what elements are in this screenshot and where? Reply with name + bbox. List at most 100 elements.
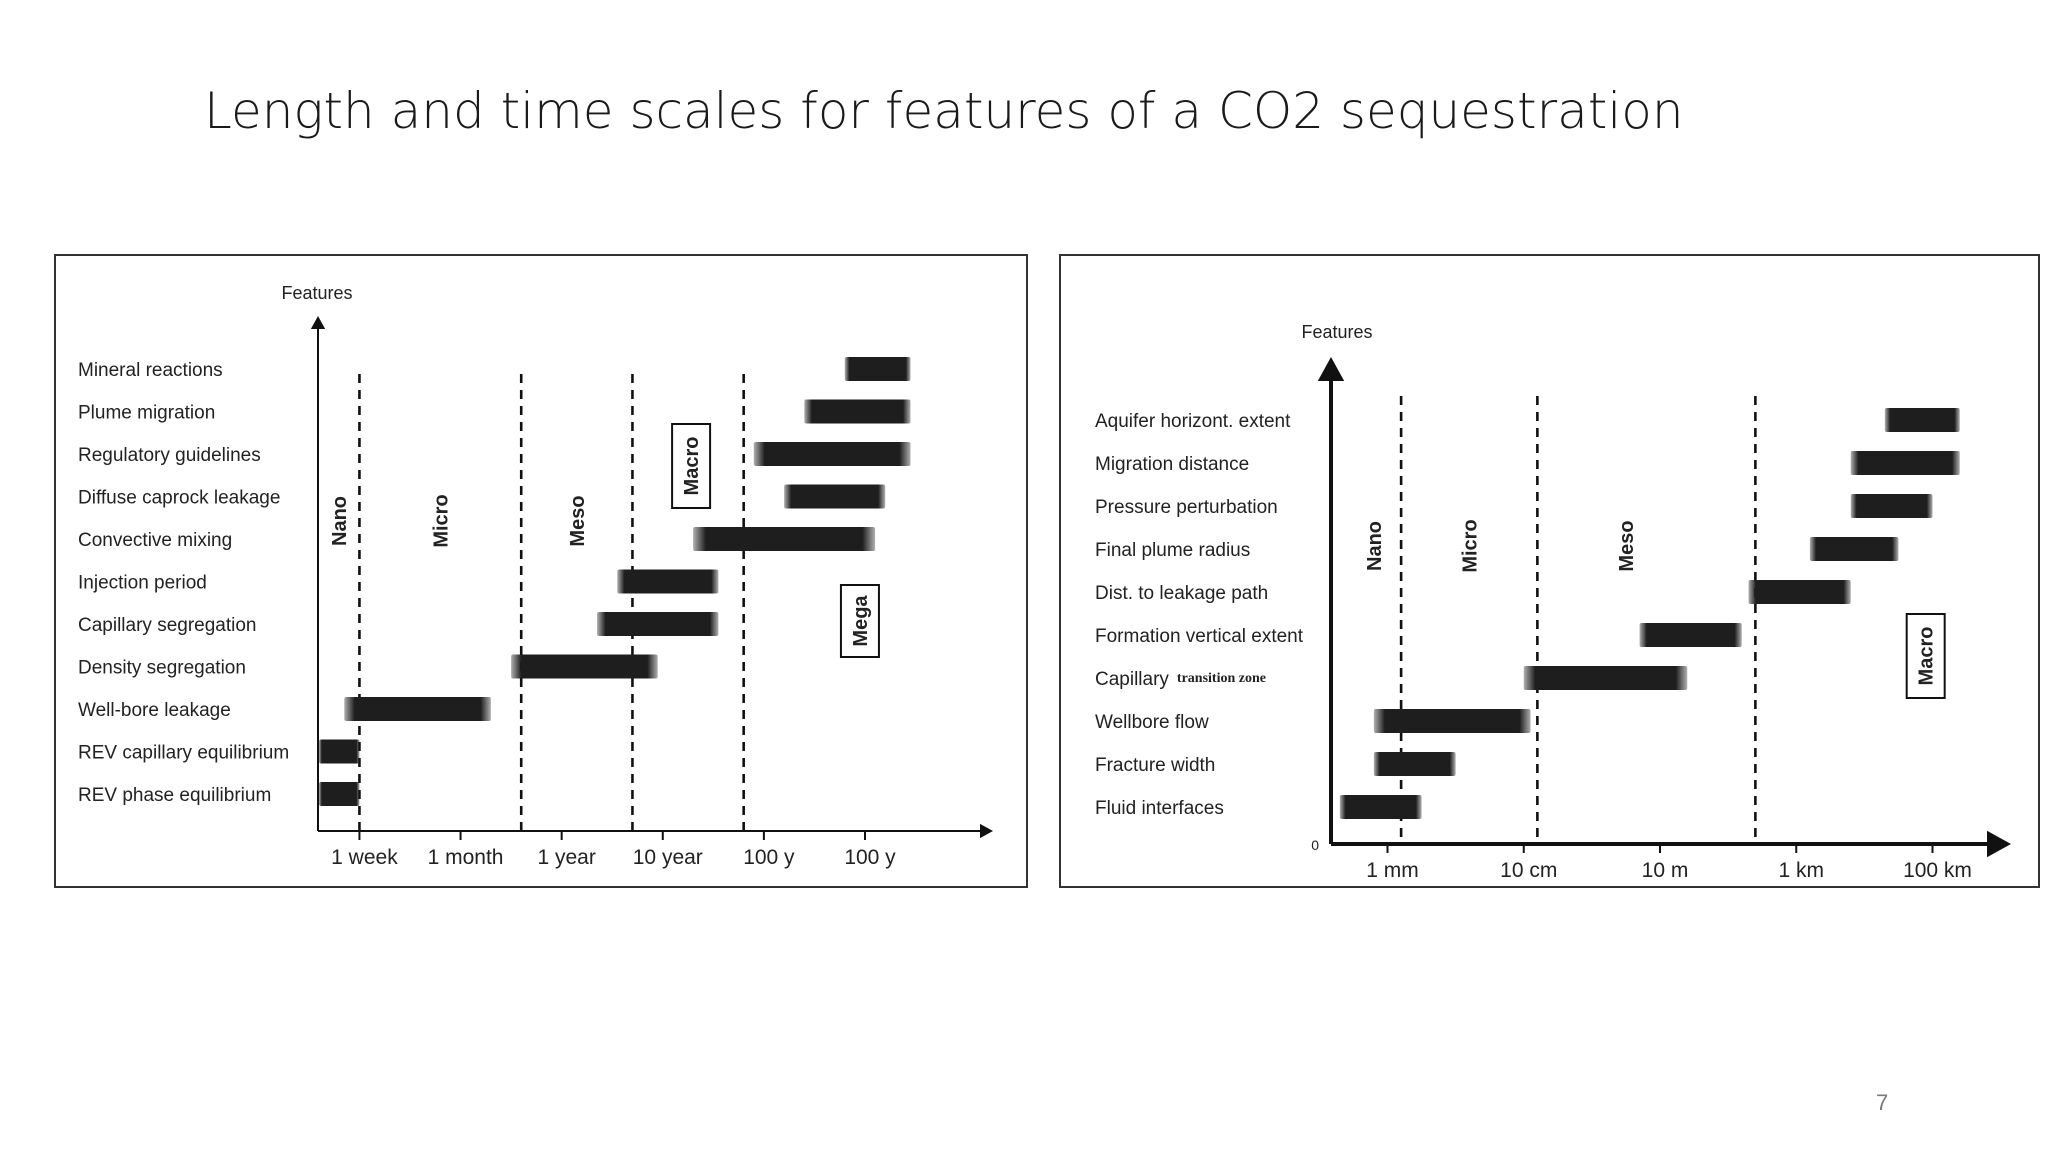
x-tick-label: 10 year — [633, 846, 703, 869]
feature-label: REV phase equilibrium — [78, 785, 271, 806]
feature-label: Well-bore leakage — [78, 700, 231, 721]
x-axis-arrow — [1987, 830, 2011, 858]
scale-region-label: Macro — [1916, 627, 1938, 686]
feature-label: Mineral reactions — [78, 360, 223, 381]
feature-label-text: Dist. to leakage path — [1095, 583, 1268, 604]
feature-label: Aquifer horizont. extent — [1095, 411, 1291, 432]
feature-label-text: Plume migration — [78, 403, 215, 424]
x-tick-label: 1 km — [1778, 859, 1824, 882]
feature-bar — [1884, 408, 1960, 432]
feature-label-text: REV phase equilibrium — [78, 785, 271, 806]
scale-region-label: Macro — [681, 437, 703, 496]
feature-label-text: Diffuse caprock leakage — [78, 488, 280, 509]
scale-region-nano: Nano — [329, 496, 351, 546]
feature-bar — [1523, 666, 1688, 690]
feature-label-text: Density segregation — [78, 658, 246, 679]
scale-region-label: Mega — [850, 595, 872, 647]
scale-region-label: Micro — [1459, 519, 1481, 572]
feature-label-text: Mineral reactions — [78, 360, 223, 381]
page-number: 7 — [1876, 1090, 1889, 1115]
length-scale-chart-panel: Nano Micro Meso Macro Aquifer horizont. exte… — [1059, 254, 2040, 888]
feature-bar — [844, 357, 911, 381]
feature-label-text: Convective mixing — [78, 530, 232, 551]
scale-region-box — [671, 423, 712, 509]
feature-label-text: Well-bore leakage — [78, 700, 231, 721]
feature-label: Migration distance — [1095, 454, 1249, 475]
feature-sub-label: transition zone — [1177, 671, 1266, 686]
feature-label: Final plume radius — [1095, 540, 1250, 561]
feature-label: Density segregation — [78, 658, 246, 679]
feature-label: Convective mixing — [78, 530, 232, 551]
x-tick-label: 1 mm — [1366, 859, 1419, 882]
y-axis-arrow — [1317, 357, 1345, 381]
y-axis-title: Features — [1301, 322, 1372, 342]
scale-region-meso: Meso — [1616, 520, 1638, 571]
feature-bar — [1339, 795, 1422, 819]
scale-region-macro: Macro — [671, 423, 712, 509]
feature-label-text: Formation vertical extent — [1095, 626, 1304, 647]
feature-label-text: Final plume radius — [1095, 540, 1250, 561]
feature-bar — [1809, 537, 1899, 561]
scale-region-meso: Meso — [567, 495, 589, 546]
feature-label: Regulatory guidelines — [78, 445, 261, 466]
feature-label-text: Fracture width — [1095, 755, 1215, 776]
scale-region-mega: Mega — [839, 584, 880, 658]
feature-bar — [1639, 623, 1742, 647]
feature-bar — [1850, 451, 1960, 475]
x-tick-label: 100 km — [1903, 859, 1972, 882]
feature-label: Plume migration — [78, 403, 215, 424]
feature-label: Pressure perturbation — [1095, 497, 1278, 518]
feature-label-text: Capillary segregation — [78, 615, 257, 636]
feature-label: Diffuse caprock leakage — [78, 488, 280, 509]
y-axis-arrow — [310, 316, 326, 329]
feature-bar — [319, 739, 360, 764]
feature-bar — [617, 569, 719, 594]
y-axis-title: Features — [281, 283, 352, 303]
feature-bar — [1373, 752, 1456, 776]
feature-label: Fracture width — [1095, 755, 1215, 776]
feature-bar — [804, 399, 911, 424]
x-tick-label: 10 m — [1642, 859, 1689, 882]
x-tick-label: 100 y — [844, 846, 896, 869]
feature-label: Injection period — [78, 573, 207, 594]
feature-label-text: Regulatory guidelines — [78, 445, 261, 466]
axis-origin-label: 0 — [1311, 837, 1319, 853]
slide-title: Length and time scales for features of a… — [204, 82, 1684, 140]
feature-bar — [511, 654, 658, 679]
scale-region-label: Micro — [430, 494, 452, 547]
feature-label-text: Migration distance — [1095, 454, 1249, 475]
feature-label-text: Wellbore flow — [1095, 712, 1209, 733]
x-tick-label: 100 y — [743, 846, 795, 869]
x-tick-label: 1 month — [428, 846, 504, 869]
feature-bar — [597, 612, 719, 636]
feature-label-text: Capillary — [1095, 669, 1169, 690]
scale-region-box — [1905, 613, 1946, 699]
time-scale-chart: Nano Micro Meso Macro Mega Mineral reactions P… — [78, 283, 993, 869]
feature-label: Formation vertical extent — [1095, 626, 1304, 647]
time-scale-chart-panel: Nano Micro Meso Macro Mega Mineral reactions P… — [54, 254, 1028, 888]
feature-bar — [784, 484, 886, 509]
scale-region-label: Nano — [1364, 521, 1386, 571]
x-tick-label: 10 cm — [1500, 859, 1557, 882]
feature-label-text: REV capillary equilibrium — [78, 743, 289, 764]
scale-region-box — [839, 584, 880, 658]
feature-bar — [693, 527, 876, 551]
scale-region-macro: Macro — [1905, 613, 1946, 699]
scale-region-label: Meso — [1616, 520, 1638, 571]
feature-label: Wellbore flow — [1095, 712, 1209, 733]
feature-label-text: Aquifer horizont. extent — [1095, 411, 1291, 432]
scale-region-nano: Nano — [1364, 521, 1386, 571]
x-tick-label: 1 week — [331, 846, 398, 869]
feature-bar — [344, 697, 491, 721]
scale-region-micro: Micro — [1459, 519, 1481, 572]
x-tick-label: 1 year — [537, 846, 595, 869]
feature-label: Capillary transition zone — [1095, 669, 1266, 690]
feature-bar — [1748, 580, 1851, 604]
scale-region-label: Nano — [329, 496, 351, 546]
scale-region-micro: Micro — [430, 494, 452, 547]
feature-label: Capillary segregation — [78, 615, 257, 636]
feature-label-text: Injection period — [78, 573, 207, 594]
feature-label: Fluid interfaces — [1095, 798, 1224, 819]
feature-label-text: Pressure perturbation — [1095, 497, 1278, 518]
scale-region-label: Meso — [567, 495, 589, 546]
